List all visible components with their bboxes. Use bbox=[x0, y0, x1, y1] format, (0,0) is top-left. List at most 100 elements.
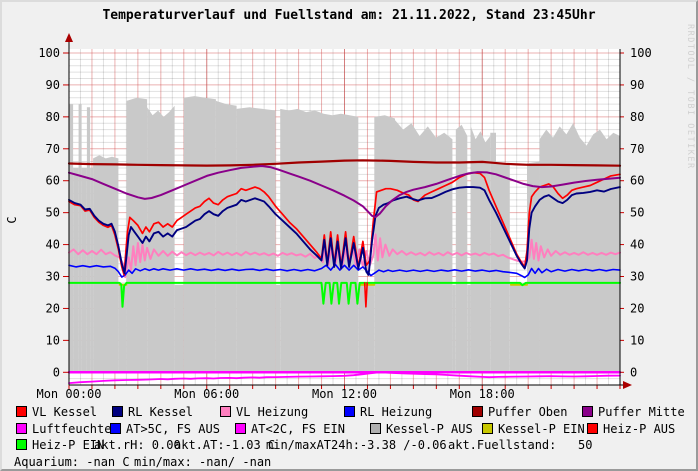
legend-item: min/maxAT24h:-3.38 /-0.06 bbox=[266, 438, 447, 452]
series-heiz-p-aus bbox=[363, 282, 369, 308]
legend-swatch-icon bbox=[112, 406, 123, 417]
y-tick-label-right: 30 bbox=[630, 270, 644, 284]
series-vl-heizung bbox=[68, 233, 621, 279]
y-tick-label-right: 50 bbox=[630, 206, 644, 220]
legend-label: AT>5C, FS AUS bbox=[126, 421, 220, 436]
legend-item: Luftfeuchte bbox=[16, 422, 111, 436]
series-puffer-oben bbox=[67, 159, 622, 167]
y-tick-label-right: 60 bbox=[630, 174, 644, 188]
legend-swatch-icon bbox=[582, 406, 593, 417]
y-tick-label: 0 bbox=[53, 365, 60, 379]
area-kessel-p-aus bbox=[78, 104, 82, 373]
chart-title: Temperaturverlauf und Fuellstand am: 21.… bbox=[102, 8, 596, 23]
area-kessel-p-aus bbox=[73, 167, 79, 373]
y-tick-label: 100 bbox=[38, 46, 60, 60]
legend-label: VL Heizung bbox=[236, 405, 309, 419]
legend-item: min/max: -nan/ -nan bbox=[134, 455, 271, 469]
x-tick-label: Mon 12:00 bbox=[312, 387, 377, 401]
y-tick-label-right: 90 bbox=[630, 78, 644, 92]
legend-swatch-icon bbox=[370, 422, 381, 434]
legend-swatch-icon bbox=[587, 422, 598, 434]
y-tick-label: 60 bbox=[46, 174, 60, 188]
legend-swatch-icon bbox=[16, 439, 27, 450]
legend-item: Heiz-P EIN bbox=[16, 438, 104, 452]
legend-swatch-icon bbox=[16, 406, 27, 417]
legend-swatch-icon bbox=[110, 422, 121, 434]
y-axis-arrow-icon bbox=[65, 33, 73, 42]
area-kessel-p-aus bbox=[147, 105, 175, 373]
area-kessel-p-aus bbox=[467, 284, 471, 373]
y-axis-title: C bbox=[5, 216, 19, 223]
legend-label: Heiz-P AUS bbox=[603, 421, 676, 436]
y-tick-label: 20 bbox=[46, 301, 60, 315]
area-kessel-p-aus bbox=[395, 120, 453, 373]
legend-item: RL Heizung bbox=[344, 405, 432, 419]
legend-label: Kessel-P AUS bbox=[386, 421, 473, 436]
series-heiz-p-ein bbox=[68, 281, 621, 308]
area-kessel-p-aus bbox=[275, 284, 281, 373]
legend-swatch-icon bbox=[220, 406, 231, 417]
y-tick-label: 40 bbox=[46, 238, 60, 252]
area-kessel-p-aus bbox=[69, 104, 74, 373]
area-kessel-p-aus bbox=[358, 284, 375, 373]
area-kessel-p-aus bbox=[509, 284, 527, 373]
legend-label: Aquarium: -nan C bbox=[14, 454, 130, 469]
area-kessel-p-aus bbox=[81, 167, 87, 373]
legend-item: Puffer Mitte bbox=[582, 405, 685, 419]
legend-item: Heiz-P AUS bbox=[587, 422, 675, 436]
legend-item: akt.AT:-1.03 C bbox=[174, 438, 275, 452]
x-tick-label: Mon 18:00 bbox=[450, 387, 515, 401]
area-kessel-p-aus bbox=[90, 167, 94, 373]
y-tick-label: 70 bbox=[46, 142, 60, 156]
legend-label: akt.AT:-1.03 C bbox=[174, 438, 276, 452]
series-at-curve bbox=[68, 371, 621, 385]
legend-label: Heiz-P EIN bbox=[32, 438, 105, 452]
legend-swatch-icon bbox=[344, 406, 355, 417]
area-kessel-p-aus bbox=[236, 107, 276, 373]
legend-item: Puffer Oben bbox=[472, 405, 567, 419]
rrdtool-watermark: RRDTOOL / TOBI OETIKER bbox=[685, 24, 695, 170]
y-tick-label-right: 40 bbox=[630, 238, 644, 252]
series-rl-heizung bbox=[68, 263, 621, 279]
legend-swatch-icon bbox=[235, 422, 246, 434]
legend-label: min/maxAT24h:-3.38 /-0.06 bbox=[266, 438, 447, 452]
y-tick-label-right: 100 bbox=[630, 46, 652, 60]
series-rl-kessel bbox=[68, 186, 621, 276]
legend-item: Kessel-P EIN bbox=[482, 422, 585, 436]
series-puffer-mitte bbox=[68, 165, 621, 219]
legend-label: akt.Fuellstand: 50 bbox=[448, 438, 593, 452]
y-tick-label: 80 bbox=[46, 110, 60, 124]
legend-swatch-icon bbox=[16, 422, 27, 434]
area-kessel-p-aus bbox=[280, 108, 359, 373]
legend-item: AT<2C, FS EIN bbox=[235, 422, 345, 436]
legend-swatch-icon bbox=[482, 422, 493, 434]
y-tick-label: 90 bbox=[46, 78, 60, 92]
legend-label: min/max: -nan/ -nan bbox=[134, 454, 272, 469]
y-tick-label-right: 80 bbox=[630, 110, 644, 124]
legend-item: akt.Fuellstand: 50 bbox=[448, 438, 593, 452]
legend-item: VL Heizung bbox=[220, 405, 308, 419]
legend-label: Luftfeuchte bbox=[32, 421, 112, 436]
legend-label: RL Kessel bbox=[128, 405, 194, 419]
area-kessel-p-aus bbox=[374, 115, 395, 373]
legend-label: Puffer Oben bbox=[488, 405, 568, 419]
y-tick-label-right: 10 bbox=[630, 333, 644, 347]
legend-swatch-icon bbox=[472, 406, 483, 417]
legend-label: RL Heizung bbox=[360, 405, 433, 419]
chart-canvas: 0 0 10 10 20 20 30 30 40 40 50 50 60 60 70 70 80 80 90 90 10… bbox=[5, 33, 652, 401]
legend-item: Kessel-P AUS bbox=[370, 422, 473, 436]
legend-label: Puffer Mitte bbox=[598, 405, 685, 419]
area-kessel-p-aus bbox=[86, 107, 91, 373]
y-tick-label-right: 0 bbox=[630, 365, 637, 379]
area-kessel-p-aus bbox=[496, 163, 510, 373]
legend-label: VL Kessel bbox=[32, 405, 98, 419]
area-kessel-p-aus bbox=[452, 284, 456, 373]
y-tick-label-right: 70 bbox=[630, 142, 644, 156]
area-kessel-p-aus bbox=[527, 161, 540, 373]
legend-item: Aquarium: -nan C bbox=[14, 455, 130, 469]
x-axis-arrow-icon bbox=[623, 381, 632, 389]
x-tick-label: Mon 06:00 bbox=[174, 387, 239, 401]
legend-item: RL Kessel bbox=[112, 405, 193, 419]
area-kessel-p-aus bbox=[93, 155, 119, 373]
